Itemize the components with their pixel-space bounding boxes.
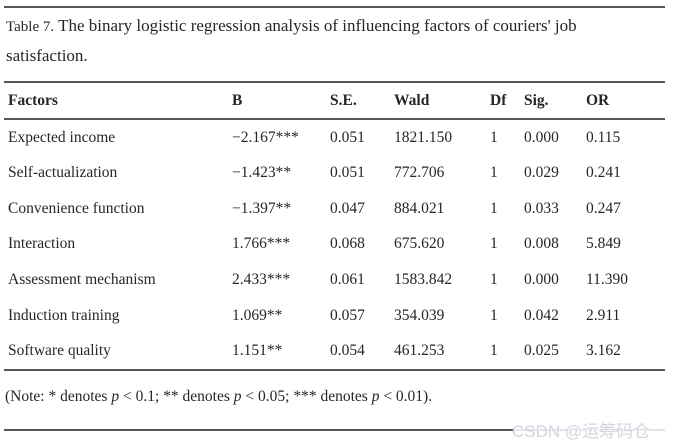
- cell-se: 0.051: [330, 164, 365, 182]
- cell-or: 11.390: [586, 270, 629, 288]
- cell-sig: 0.000: [524, 270, 559, 288]
- caption-top-rule: [4, 6, 665, 8]
- table-caption-line1: Table 7. The binary logistic regression …: [6, 14, 577, 39]
- cell-or: 0.115: [586, 128, 621, 146]
- cell-factor: Interaction: [8, 235, 76, 253]
- cell-b: −1.397**: [232, 199, 292, 217]
- cell-or: 0.247: [586, 199, 621, 217]
- body-bottom-rule: [4, 369, 665, 371]
- cell-df: 1: [490, 128, 498, 146]
- note-cmp-1: < 0.1;: [119, 388, 164, 405]
- note-star-2: **: [163, 388, 179, 405]
- cell-se: 0.054: [330, 342, 365, 360]
- cell-or: 2.911: [586, 306, 621, 324]
- cell-sig: 0.033: [524, 199, 559, 217]
- csdn-watermark: CSDN @运筹码仓: [512, 422, 651, 441]
- figure-bottom-rule: [4, 429, 514, 431]
- cell-b: −2.167***: [232, 128, 299, 146]
- cell-b: 2.433***: [232, 270, 291, 288]
- cell-wald: 1583.842: [394, 270, 453, 288]
- table-body: Expected income −2.167*** 0.051 1821.150…: [5, 120, 665, 369]
- header-bottom-rule: [4, 118, 665, 120]
- cell-b: 1.766***: [232, 235, 291, 253]
- note-star-1: *: [48, 388, 57, 405]
- cell-wald: 884.021: [394, 199, 445, 217]
- note-cmp-2: < 0.05;: [241, 388, 294, 405]
- cell-factor: Convenience function: [8, 199, 145, 217]
- header-se: S.E.: [330, 91, 357, 109]
- table-caption-line2: satisfaction.: [6, 46, 88, 65]
- cell-wald: 1821.150: [394, 128, 453, 146]
- cell-factor: Software quality: [8, 342, 111, 360]
- header-sig: Sig.: [524, 91, 549, 109]
- cell-sig: 0.029: [524, 164, 559, 182]
- table-row: Software quality 1.151** 0.054 461.253 1…: [5, 333, 665, 369]
- cell-factor: Assessment mechanism: [8, 270, 156, 288]
- table-note: (Note: * denotes p < 0.1; ** denotes p <…: [5, 386, 432, 408]
- table-row: Expected income −2.167*** 0.051 1821.150…: [5, 120, 665, 156]
- cell-df: 1: [490, 164, 498, 182]
- note-p-1: p: [111, 388, 120, 405]
- note-denotes-1: denotes: [56, 388, 112, 405]
- header-top-rule: [4, 81, 665, 83]
- note-p-3: p: [371, 388, 380, 405]
- cell-sig: 0.008: [524, 235, 559, 253]
- cell-or: 0.241: [586, 164, 621, 182]
- cell-se: 0.051: [330, 128, 365, 146]
- cell-b: −1.423**: [232, 164, 292, 182]
- cell-b: 1.069**: [232, 306, 283, 324]
- cell-df: 1: [490, 270, 498, 288]
- caption-text: The binary logistic regression analysis …: [58, 16, 577, 35]
- cell-df: 1: [490, 199, 498, 217]
- cell-wald: 772.706: [394, 164, 445, 182]
- cell-factor: Induction training: [8, 306, 120, 324]
- table-row: Assessment mechanism 2.433*** 0.061 1583…: [5, 262, 665, 298]
- cell-df: 1: [490, 235, 498, 253]
- note-open: (Note:: [5, 388, 49, 405]
- cell-or: 5.849: [586, 235, 621, 253]
- cell-wald: 354.039: [394, 306, 445, 324]
- header-b: B: [232, 91, 243, 109]
- cell-b: 1.151**: [232, 342, 283, 360]
- table-row: Self-actualization −1.423** 0.051 772.70…: [5, 156, 665, 192]
- figure-bottom-rule-light: [514, 429, 665, 431]
- header-factors: Factors: [8, 91, 58, 109]
- table-row: Induction training 1.069** 0.057 354.039…: [5, 298, 665, 334]
- header-or: OR: [586, 91, 610, 109]
- cell-wald: 461.253: [394, 342, 445, 360]
- cell-wald: 675.620: [394, 235, 445, 253]
- table-header: Factors B S.E. Wald Df Sig. OR: [5, 83, 665, 118]
- cell-se: 0.068: [330, 235, 365, 253]
- cell-sig: 0.042: [524, 306, 559, 324]
- cell-factor: Self-actualization: [8, 164, 118, 182]
- cell-sig: 0.000: [524, 128, 559, 146]
- cell-se: 0.061: [330, 270, 365, 288]
- cell-df: 1: [490, 306, 498, 324]
- table-row: Convenience function −1.397** 0.047 884.…: [5, 191, 665, 227]
- header-wald: Wald: [394, 91, 430, 109]
- cell-df: 1: [490, 342, 498, 360]
- cell-or: 3.162: [586, 342, 621, 360]
- cell-se: 0.057: [330, 306, 365, 324]
- cell-se: 0.047: [330, 199, 365, 217]
- note-p-2: p: [233, 388, 242, 405]
- cell-sig: 0.025: [524, 342, 559, 360]
- note-denotes-2: denotes: [178, 388, 234, 405]
- note-denotes-3: denotes: [316, 388, 372, 405]
- note-star-3: ***: [293, 388, 317, 405]
- table-row: Interaction 1.766*** 0.068 675.620 1 0.0…: [5, 227, 665, 263]
- note-cmp-3: < 0.01).: [379, 388, 433, 405]
- table-header-row: Factors B S.E. Wald Df Sig. OR: [5, 83, 665, 118]
- cell-factor: Expected income: [8, 128, 116, 146]
- caption-label: Table 7.: [6, 19, 55, 35]
- header-df: Df: [490, 91, 507, 109]
